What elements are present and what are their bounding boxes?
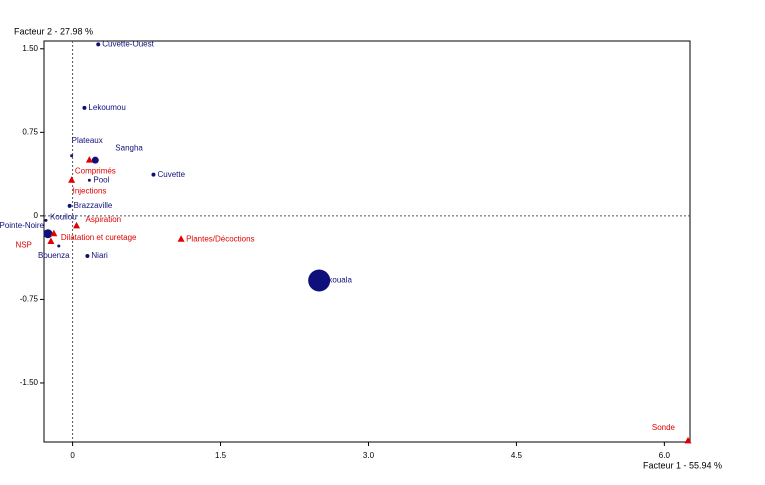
point [684,436,692,444]
point [177,235,185,242]
point [85,253,90,258]
point [87,178,91,182]
plot-frame [43,40,691,443]
point-label: Sonde [652,423,676,432]
point-label: Kouilou [50,212,77,221]
point-label: Pool [93,175,109,184]
point [67,203,72,208]
y-axis-title: Facteur 2 - 27.98 % [14,26,93,36]
y-tick-label: 0 [34,211,39,220]
point [308,269,331,292]
point [68,176,76,183]
point-label: Sangha [115,143,143,152]
y-tick-label: 1.50 [22,44,38,53]
point-label: NSP [15,241,31,250]
x-tick-label: 3.0 [363,451,375,460]
point [70,154,74,158]
point [43,229,53,239]
point-label: Plantes/Décoctions [186,234,254,243]
point [44,218,48,222]
point [47,237,55,244]
point-label: Likouala [322,276,352,285]
point [85,156,93,163]
point-label: Injections [73,186,107,195]
x-axis-title: Facteur 1 - 55.94 % [643,460,722,470]
point [57,244,61,248]
point-label: Bouenza [38,251,70,260]
point [151,172,156,177]
y-tick-label: 0.75 [22,127,38,136]
point-label: Brazzaville [74,201,113,210]
point [82,105,87,110]
point [73,221,81,229]
y-tick-label: -1.50 [20,378,39,387]
point-label: Pointe-Noire [0,221,44,230]
y-tick-label: -0.75 [20,295,39,304]
point [96,42,101,47]
point-label: Lekoumou [88,103,125,112]
x-tick-label: 1.5 [215,451,227,460]
point-label: Plateaux [72,136,103,145]
point [91,156,99,164]
point-label: Cuvette-Ouest [102,39,154,48]
x-tick-label: 4.5 [511,451,523,460]
point-label: Dilatation et curetage [61,233,137,242]
point-label: Aspiration [86,215,122,224]
point [50,229,58,237]
x-tick-label: 0 [70,451,75,460]
point-label: Comprimés [75,166,116,175]
point-label: Niari [91,251,108,260]
point-label: Cuvette [157,170,185,179]
x-tick-label: 6.0 [659,451,671,460]
